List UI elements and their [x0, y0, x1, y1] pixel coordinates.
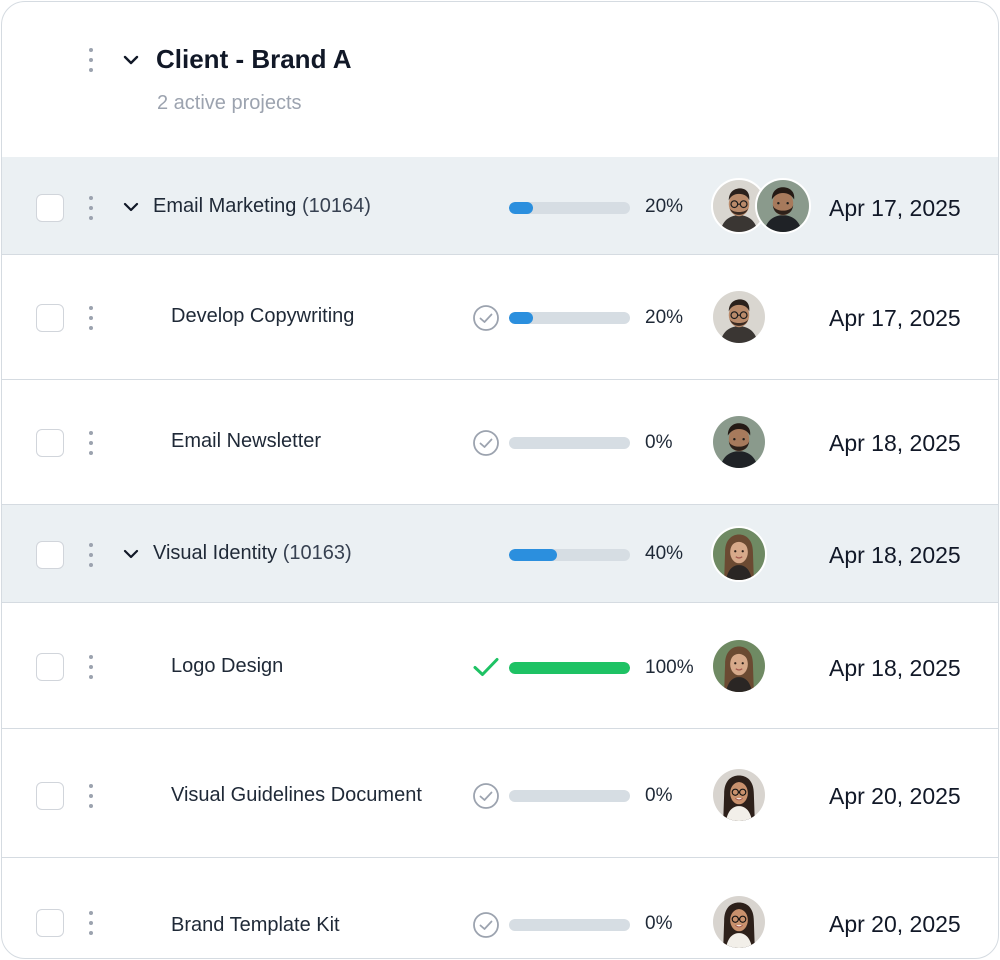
project-name: Visual Identity (10163) — [153, 542, 352, 565]
row-more-menu-icon[interactable] — [86, 429, 96, 457]
avatar-photo — [713, 291, 765, 343]
avatar-photo — [713, 528, 765, 580]
progress-percent: 0% — [645, 785, 673, 806]
progress-percent: 100% — [645, 657, 694, 678]
row-more-menu-icon[interactable] — [86, 541, 96, 569]
row-checkbox[interactable] — [36, 909, 64, 937]
task-name: Visual Guidelines Document — [171, 784, 422, 806]
project-code: (10164) — [301, 195, 371, 217]
row-checkbox[interactable] — [36, 782, 64, 810]
progress-percent: 20% — [645, 307, 684, 328]
chevron-down-icon[interactable] — [122, 51, 140, 69]
complete-check-icon[interactable] — [472, 653, 500, 681]
task-row[interactable]: Logo Design 100% Apr 18, 2025 — [2, 603, 998, 729]
project-row[interactable]: Visual Identity (10163) 40% Apr 18, 2025 — [2, 505, 998, 603]
avatar[interactable] — [711, 767, 767, 823]
task-name: Brand Template Kit — [171, 914, 340, 936]
progress-fill — [509, 312, 534, 324]
avatar[interactable] — [755, 178, 811, 234]
pending-check-icon[interactable] — [472, 911, 500, 939]
avatar[interactable] — [711, 526, 767, 582]
project-title: Email Marketing — [153, 195, 297, 217]
avatar[interactable] — [711, 289, 767, 345]
row-more-menu-icon[interactable] — [86, 194, 96, 222]
due-date: Apr 17, 2025 — [829, 195, 961, 221]
client-more-menu-icon[interactable] — [86, 46, 96, 74]
progress-percent: 0% — [645, 913, 673, 934]
project-row[interactable]: Email Marketing (10164) 20% Apr 17, 2025 — [2, 157, 998, 255]
progress-bar — [509, 202, 630, 214]
pending-check-icon[interactable] — [472, 429, 500, 457]
pending-check-icon[interactable] — [472, 782, 500, 810]
task-name: Logo Design — [171, 655, 284, 677]
due-date: Apr 20, 2025 — [829, 911, 961, 937]
due-date: Apr 18, 2025 — [829, 430, 961, 456]
avatar-photo — [757, 180, 809, 232]
progress-fill — [509, 549, 558, 561]
avatar-photo — [713, 416, 765, 468]
due-date: Apr 17, 2025 — [829, 305, 961, 331]
task-row[interactable]: Develop Copywriting 20% Apr 17, 2025 — [2, 255, 998, 380]
task-row[interactable]: Visual Guidelines Document 0% Apr 20, 20… — [2, 729, 998, 858]
project-name: Email Marketing (10164) — [153, 195, 371, 218]
task-row[interactable]: Email Newsletter 0% Apr 18, 2025 — [2, 380, 998, 505]
progress-bar — [509, 312, 630, 324]
progress-fill — [509, 202, 534, 214]
progress-bar — [509, 437, 630, 449]
project-title: Visual Identity — [153, 542, 278, 564]
avatar-photo — [713, 769, 765, 821]
client-title: Client - Brand A — [156, 44, 352, 74]
progress-percent: 40% — [645, 543, 684, 564]
progress-bar — [509, 662, 630, 674]
due-date: Apr 20, 2025 — [829, 783, 961, 809]
row-more-menu-icon[interactable] — [86, 909, 96, 937]
pending-check-icon[interactable] — [472, 304, 500, 332]
progress-fill — [509, 662, 630, 674]
row-checkbox[interactable] — [36, 304, 64, 332]
client-header: Client - Brand A 2 active projects — [2, 2, 998, 158]
avatar[interactable] — [711, 894, 767, 950]
row-checkbox[interactable] — [36, 194, 64, 222]
avatar-photo — [713, 896, 765, 948]
chevron-down-icon[interactable] — [122, 545, 140, 563]
chevron-down-icon[interactable] — [122, 198, 140, 216]
avatar[interactable] — [711, 638, 767, 694]
progress-percent: 0% — [645, 432, 673, 453]
progress-bar — [509, 919, 630, 931]
row-checkbox[interactable] — [36, 429, 64, 457]
avatar[interactable] — [711, 414, 767, 470]
row-checkbox[interactable] — [36, 653, 64, 681]
progress-bar — [509, 790, 630, 802]
due-date: Apr 18, 2025 — [829, 542, 961, 568]
row-more-menu-icon[interactable] — [86, 782, 96, 810]
row-checkbox[interactable] — [36, 541, 64, 569]
task-row[interactable]: Brand Template Kit 0% Apr 20, 2025 — [2, 858, 998, 958]
task-name: Develop Copywriting — [171, 305, 355, 327]
client-subtitle: 2 active projects — [157, 92, 302, 114]
due-date: Apr 18, 2025 — [829, 655, 961, 681]
project-code: (10163) — [282, 542, 352, 564]
task-name: Email Newsletter — [171, 430, 322, 452]
progress-bar — [509, 549, 630, 561]
avatar-photo — [713, 640, 765, 692]
row-more-menu-icon[interactable] — [86, 304, 96, 332]
progress-percent: 20% — [645, 196, 684, 217]
row-more-menu-icon[interactable] — [86, 653, 96, 681]
